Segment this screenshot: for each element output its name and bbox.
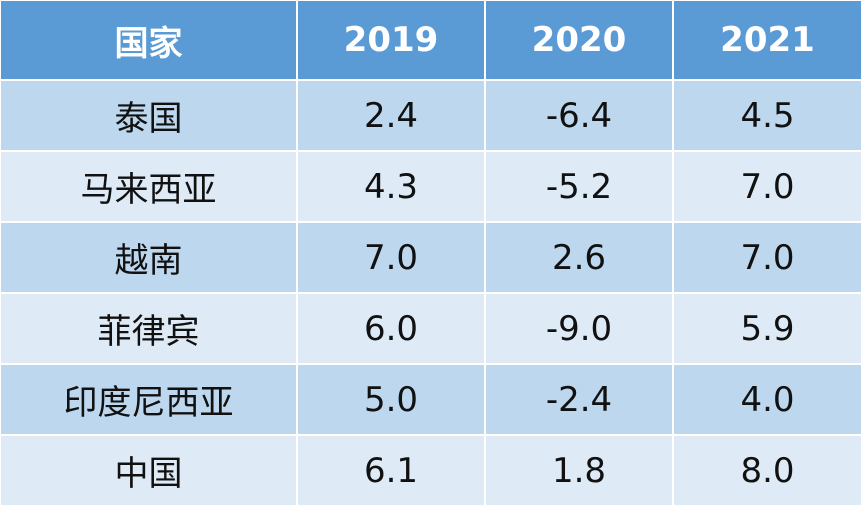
country-cell: 泰国	[1, 81, 298, 152]
value-cell-2021: 8.0	[674, 436, 861, 507]
header-2021: 2021	[674, 1, 861, 81]
table-header-row: 国家 2019 2020 2021	[1, 1, 861, 81]
header-country: 国家	[1, 1, 298, 81]
table-row: 泰国 2.4 -6.4 4.5	[1, 81, 861, 152]
header-2019: 2019	[298, 1, 486, 81]
country-cell: 中国	[1, 436, 298, 507]
value-cell-2021: 5.9	[674, 294, 861, 365]
value-cell-2019: 7.0	[298, 223, 486, 294]
value-cell-2021: 4.5	[674, 81, 861, 152]
value-cell-2021: 7.0	[674, 152, 861, 223]
value-cell-2019: 5.0	[298, 365, 486, 436]
value-cell-2019: 6.1	[298, 436, 486, 507]
table-row: 菲律宾 6.0 -9.0 5.9	[1, 294, 861, 365]
value-cell-2021: 4.0	[674, 365, 861, 436]
table-row: 中国 6.1 1.8 8.0	[1, 436, 861, 507]
value-cell-2019: 6.0	[298, 294, 486, 365]
country-cell: 印度尼西亚	[1, 365, 298, 436]
value-cell-2020: 2.6	[486, 223, 674, 294]
country-cell: 菲律宾	[1, 294, 298, 365]
table-row: 越南 7.0 2.6 7.0	[1, 223, 861, 294]
value-cell-2020: -6.4	[486, 81, 674, 152]
header-2020: 2020	[486, 1, 674, 81]
value-cell-2019: 2.4	[298, 81, 486, 152]
table-row: 印度尼西亚 5.0 -2.4 4.0	[1, 365, 861, 436]
value-cell-2019: 4.3	[298, 152, 486, 223]
value-cell-2020: 1.8	[486, 436, 674, 507]
value-cell-2021: 7.0	[674, 223, 861, 294]
value-cell-2020: -9.0	[486, 294, 674, 365]
table-row: 马来西亚 4.3 -5.2 7.0	[1, 152, 861, 223]
value-cell-2020: -5.2	[486, 152, 674, 223]
value-cell-2020: -2.4	[486, 365, 674, 436]
country-cell: 马来西亚	[1, 152, 298, 223]
country-cell: 越南	[1, 223, 298, 294]
